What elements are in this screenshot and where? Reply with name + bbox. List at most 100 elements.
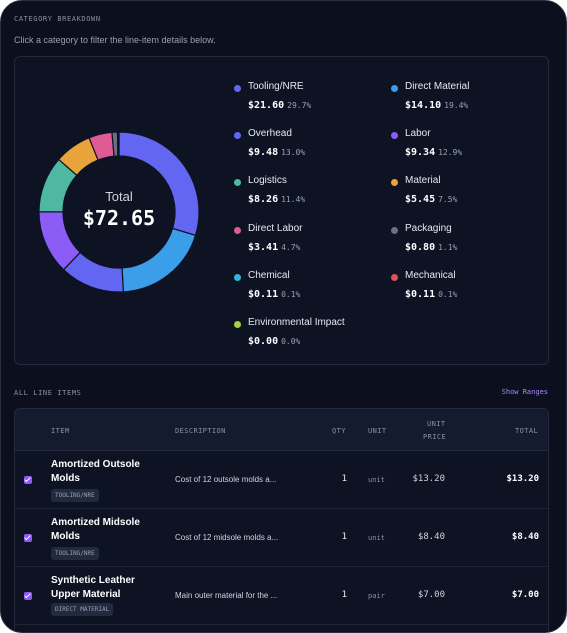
legend-percent: 4.7% [281, 243, 301, 252]
col-header-total[interactable]: TOTAL [515, 427, 539, 435]
legend-amount: $9.48 [248, 147, 279, 158]
legend-category-name: Material [405, 175, 441, 186]
legend-item[interactable]: Direct Material $14.10 19.4% [391, 81, 541, 115]
legend-color-dot [391, 132, 398, 139]
category-tag: TOOLING/NRE [51, 547, 99, 560]
col-header-qty[interactable]: QTY [332, 427, 346, 435]
legend-item[interactable]: Material $5.45 7.5% [391, 175, 541, 209]
legend-amount: $3.41 [248, 242, 279, 253]
legend-values: $8.26 11.4% [248, 189, 305, 207]
legend-color-dot [234, 227, 241, 234]
item-name-line1: Synthetic Leather [51, 575, 135, 586]
legend-item[interactable]: Tooling/NRE $21.60 29.7% [234, 81, 384, 115]
item-name: Amortized Midsole Molds [51, 516, 161, 544]
legend-category-name: Packaging [405, 223, 452, 234]
legend-item[interactable]: Direct Labor $3.41 4.7% [234, 223, 384, 257]
legend-category-name: Labor [405, 128, 431, 139]
legend-values: $0.00 0.0% [248, 331, 300, 349]
item-total: $7.00 [511, 590, 539, 600]
item-name: Synthetic Leather Upper Material [51, 574, 161, 602]
legend-item[interactable]: Chemical $0.11 0.1% [234, 270, 384, 304]
legend-percent: 7.5% [438, 195, 458, 204]
legend-category-name: Tooling/NRE [248, 81, 304, 92]
legend-color-dot [391, 227, 398, 234]
legend-item[interactable]: Mechanical $0.11 0.1% [391, 270, 541, 304]
legend-color-dot [391, 274, 398, 281]
donut-chart[interactable] [39, 132, 199, 292]
line-items-title: ALL LINE ITEMS [14, 389, 82, 397]
item-qty: 1 [341, 474, 347, 484]
legend-values: $0.11 0.1% [405, 284, 457, 302]
legend-percent: 0.1% [281, 290, 301, 299]
donut-slice-direct-material[interactable] [121, 227, 197, 292]
col-header-unit-price-line2[interactable]: PRICE [423, 433, 447, 441]
legend-percent: 19.4% [444, 101, 469, 110]
legend-color-dot [234, 132, 241, 139]
legend-percent: 1.1% [438, 243, 458, 252]
legend-values: $9.48 13.0% [248, 142, 305, 160]
legend-category-name: Direct Labor [248, 223, 303, 234]
table-row[interactable]: Amortized Midsole Molds TOOLING/NRE Cost… [15, 509, 548, 567]
legend-color-dot [234, 274, 241, 281]
legend-percent: 11.4% [281, 195, 306, 204]
row-checkbox[interactable] [24, 476, 32, 484]
legend-amount: $0.11 [405, 289, 436, 300]
item-unit-price: $7.00 [417, 590, 445, 600]
legend-amount: $0.00 [248, 336, 279, 347]
table-row[interactable]: Synthetic Leather Upper Material DIRECT … [15, 567, 548, 625]
legend-item[interactable]: Logistics $8.26 11.4% [234, 175, 384, 209]
item-description: Cost of 12 outsole molds a... [175, 475, 277, 484]
legend-item[interactable]: Labor $9.34 12.9% [391, 128, 541, 162]
legend-category-name: Environmental Impact [248, 317, 345, 328]
item-unit: pair [368, 592, 385, 600]
legend-item[interactable]: Packaging $0.80 1.1% [391, 223, 541, 257]
section-title: CATEGORY BREAKDOWN [14, 15, 101, 23]
col-header-unit-price-line1[interactable]: UNIT [427, 420, 446, 428]
item-unit-price: $13.20 [412, 474, 445, 484]
item-name: Amortized Outsole Molds [51, 458, 161, 486]
donut-slice-mechanical[interactable] [117, 132, 120, 157]
item-total: $8.40 [511, 532, 539, 542]
legend-category-name: Overhead [248, 128, 292, 139]
item-total: $13.20 [506, 474, 539, 484]
legend-percent: 29.7% [287, 101, 312, 110]
legend-color-dot [234, 179, 241, 186]
legend-color-dot [234, 321, 241, 328]
legend-values: $21.60 29.7% [248, 95, 311, 113]
legend-percent: 12.9% [438, 148, 463, 157]
item-name-line1: Amortized Outsole [51, 459, 140, 470]
legend-values: $9.34 12.9% [405, 142, 462, 160]
col-header-unit[interactable]: UNIT [368, 427, 387, 435]
col-header-description[interactable]: DESCRIPTION [175, 427, 226, 435]
item-description: Main outer material for the ... [175, 591, 278, 600]
legend-values: $3.41 4.7% [248, 237, 300, 255]
show-ranges-link[interactable]: Show Ranges [501, 388, 548, 396]
category-tag: TOOLING/NRE [51, 489, 99, 502]
legend-amount: $0.11 [248, 289, 279, 300]
legend-color-dot [391, 85, 398, 92]
legend-values: $0.11 0.1% [248, 284, 300, 302]
item-unit: unit [368, 534, 385, 542]
total-value: $72.65 [82, 206, 156, 230]
item-qty: 1 [341, 590, 347, 600]
legend-percent: 13.0% [281, 148, 306, 157]
item-unit: unit [368, 476, 385, 484]
breakdown-card: Total $72.65 Tooling/NRE $21.60 29.7% Direc… [14, 56, 549, 365]
legend-values: $0.80 1.1% [405, 237, 457, 255]
table-row[interactable]: Amortized Outsole Molds TOOLING/NRE Cost… [15, 451, 548, 509]
legend-item[interactable]: Overhead $9.48 13.0% [234, 128, 384, 162]
legend-category-name: Chemical [248, 270, 290, 281]
legend-item[interactable]: Environmental Impact $0.00 0.0% [234, 317, 384, 351]
col-header-item[interactable]: ITEM [51, 427, 70, 435]
legend-amount: $0.80 [405, 242, 436, 253]
section-subtitle: Click a category to filter the line-item… [14, 35, 216, 45]
row-checkbox[interactable] [24, 592, 32, 600]
item-name-line1: Amortized Midsole [51, 517, 140, 528]
category-tag: DIRECT MATERIAL [51, 603, 114, 616]
item-qty: 1 [341, 532, 347, 542]
legend-values: $5.45 7.5% [405, 189, 457, 207]
legend-category-name: Direct Material [405, 81, 470, 92]
legend-amount: $21.60 [248, 100, 285, 111]
row-checkbox[interactable] [24, 534, 32, 542]
